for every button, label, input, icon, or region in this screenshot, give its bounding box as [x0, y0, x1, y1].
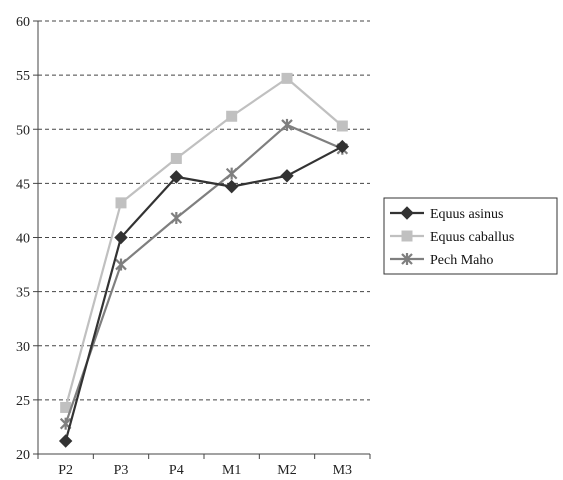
- data-point: [115, 258, 127, 271]
- data-point: [114, 230, 128, 245]
- data-point: [281, 118, 293, 131]
- data-point: [335, 139, 350, 154]
- data-point: [226, 110, 238, 122]
- legend-label: Pech Maho: [430, 253, 493, 268]
- series-line: [64, 123, 343, 425]
- y-tick-label: 30: [16, 340, 30, 355]
- data-point: [224, 179, 239, 194]
- data-point: [115, 197, 127, 209]
- legend-label: Equus caballus: [430, 230, 514, 245]
- grid-lines: [38, 20, 370, 401]
- series-line: [64, 145, 343, 442]
- legend-label: Equus asinus: [430, 207, 504, 222]
- data-point: [336, 120, 348, 132]
- legend-swatch-marker: [401, 253, 413, 265]
- legend-item: Equus asinus: [390, 206, 504, 222]
- x-tick-label: M1: [222, 463, 241, 478]
- data-point: [281, 72, 293, 84]
- x-tick-label: M3: [333, 463, 352, 478]
- data-point: [170, 212, 183, 225]
- series-equus-caballus: [60, 72, 348, 413]
- data-point: [280, 169, 294, 183]
- data-point: [58, 434, 73, 448]
- data-point: [170, 152, 182, 164]
- x-tick-label: P4: [169, 463, 184, 478]
- axes: [33, 20, 371, 459]
- y-tick-label: 25: [16, 394, 30, 409]
- y-tick-label: 40: [16, 232, 30, 247]
- legend-swatch-marker: [400, 206, 414, 220]
- y-tick-label: 45: [16, 177, 30, 192]
- legend-item: Pech Maho: [390, 253, 493, 268]
- legend-item: Equus caballus: [390, 230, 514, 245]
- data-point: [225, 167, 238, 180]
- x-tick-label: P3: [114, 463, 129, 478]
- legend-swatch-marker: [401, 230, 413, 242]
- x-tick-label: P2: [58, 463, 73, 478]
- legend: Equus asinus Equus caballus Pech Maho: [383, 197, 558, 275]
- x-tick-label: M2: [277, 463, 296, 478]
- y-tick-label: 20: [16, 448, 30, 463]
- series-equus-asinus: [58, 139, 350, 448]
- y-tick-label: 35: [16, 286, 30, 301]
- y-tick-label: 55: [16, 69, 30, 84]
- series-line: [64, 77, 344, 408]
- series-group: [58, 72, 350, 448]
- y-tick-label: 50: [16, 123, 30, 138]
- y-tick-label: 60: [16, 15, 30, 30]
- tick-labels: 20 25 30 35 40 45 50 55 60 P2 P3 P4 M1 M2 M3: [16, 15, 352, 478]
- data-point: [169, 170, 184, 184]
